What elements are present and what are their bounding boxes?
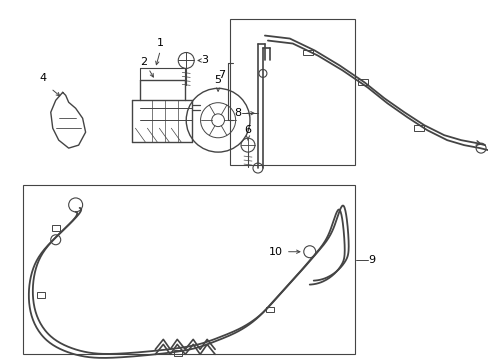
Bar (265, 306, 273, 312)
Text: 5: 5 (214, 75, 221, 85)
Bar (413, 125, 424, 131)
Text: 7: 7 (218, 71, 225, 80)
Bar (37, 292, 45, 298)
Text: 2: 2 (140, 58, 147, 67)
Text: 6: 6 (244, 125, 251, 135)
Bar (302, 50, 312, 55)
Text: 3: 3 (201, 55, 208, 66)
Bar (357, 80, 367, 85)
Text: 10: 10 (268, 247, 282, 257)
Text: 4: 4 (39, 73, 46, 84)
Text: 8: 8 (234, 108, 241, 118)
Text: 1: 1 (157, 37, 163, 48)
Text: 9: 9 (367, 255, 374, 265)
Bar (23, 185, 354, 354)
Bar (174, 350, 182, 356)
Bar (52, 225, 60, 231)
Bar (229, 19, 354, 165)
